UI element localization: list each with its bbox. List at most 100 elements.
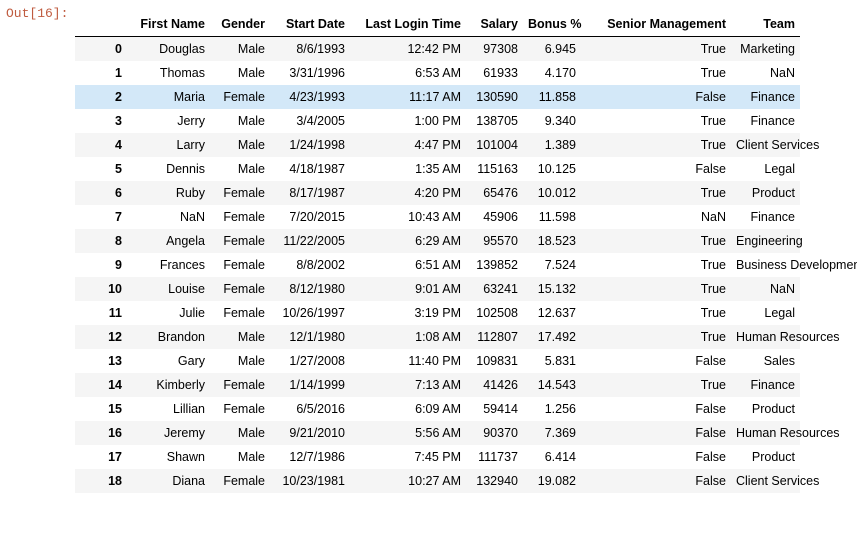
- table-cell: 10.125: [537, 162, 576, 176]
- table-cell: 11.858: [523, 85, 581, 109]
- table-row[interactable]: 15 Lillian Female 6/5/2016 6:09 AM 59414 1.256…: [75, 397, 800, 421]
- table-cell: 59414: [483, 402, 518, 416]
- table-cell: 15.132: [523, 277, 581, 301]
- table-cell: 18.523: [523, 229, 581, 253]
- table-cell: True: [581, 36, 731, 61]
- table-cell: True: [581, 133, 731, 157]
- table-cell: Male: [237, 114, 265, 128]
- table-cell: Male: [210, 421, 270, 445]
- table-cell: False: [581, 421, 731, 445]
- column-header-start-date: Start Date: [270, 14, 350, 37]
- table-row[interactable]: 14 Kimberly Female 1/14/1999 7:13 AM 41426 14.…: [75, 373, 800, 397]
- table-cell: 5:56 AM: [350, 421, 466, 445]
- table-row[interactable]: 13 Gary Male 1/27/2008 11:40 PM 109831 5.831 Fa…: [75, 349, 800, 373]
- table-cell: 1:00 PM: [414, 114, 461, 128]
- table-body: 0 Douglas Male 8/6/1993 12:42 PM 97308 6.945 Tr…: [75, 36, 857, 493]
- column-header-last-login-time: Last Login Time: [350, 14, 466, 37]
- table-cell: 10/23/1981: [270, 469, 350, 493]
- table-cell: Client Services: [731, 469, 819, 493]
- column-header-team: Team: [731, 14, 800, 37]
- table-cell: Female: [223, 306, 265, 320]
- table-row[interactable]: 10 Louise Female 8/12/1980 9:01 AM 63241 15.13…: [75, 277, 800, 301]
- row-index-cell: 5: [115, 162, 122, 176]
- row-index-cell: 0: [75, 36, 127, 61]
- table-cell: Female: [223, 402, 265, 416]
- table-row[interactable]: 18 Diana Female 10/23/1981 10:27 AM 132940 19.…: [75, 469, 819, 493]
- table-cell: Ruby: [127, 181, 210, 205]
- table-cell: Male: [210, 36, 270, 61]
- table-cell: Male: [237, 162, 265, 176]
- table-cell: 10:43 AM: [408, 210, 461, 224]
- table-cell: 1/24/1998: [270, 133, 350, 157]
- table-cell: Female: [223, 258, 265, 272]
- row-index-cell: 18: [75, 469, 127, 493]
- table-row[interactable]: 12 Brandon Male 12/1/1980 1:08 AM 112807 17.49…: [75, 325, 840, 349]
- row-index-cell: 12: [75, 325, 127, 349]
- table-row[interactable]: 2 Maria Female 4/23/1993 11:17 AM 130590 11.85…: [75, 85, 800, 109]
- table-cell: Business Development: [736, 258, 857, 272]
- table-cell: Product: [751, 402, 795, 416]
- table-cell: 41426: [466, 373, 523, 397]
- table-cell: 95570: [466, 229, 523, 253]
- table-cell: 139852: [476, 258, 518, 272]
- row-index-cell: 8: [75, 229, 127, 253]
- row-index-cell: 17: [108, 450, 122, 464]
- table-row[interactable]: 7 NaN Female 7/20/2015 10:43 AM 45906 11.598 Na…: [75, 205, 800, 229]
- table-cell: 19.082: [523, 469, 581, 493]
- column-header-senior-management: Senior Management: [581, 14, 731, 37]
- table-cell: Male: [210, 325, 270, 349]
- table-cell: 138705: [476, 114, 518, 128]
- table-cell: 3:19 PM: [414, 306, 461, 320]
- table-cell: True: [700, 306, 726, 320]
- table-cell: 12.637: [537, 306, 576, 320]
- table-cell: False: [581, 85, 731, 109]
- table-row[interactable]: 9 Frances Female 8/8/2002 6:51 AM 139852 7.524…: [75, 253, 857, 277]
- column-header-first-name: First Name: [127, 14, 210, 37]
- table-row[interactable]: 0 Douglas Male 8/6/1993 12:42 PM 97308 6.945 Tr…: [75, 36, 800, 61]
- table-cell: 112807: [466, 325, 523, 349]
- table-row[interactable]: 16 Jeremy Male 9/21/2010 5:56 AM 90370 7.369 Fa…: [75, 421, 840, 445]
- table-cell: Male: [237, 66, 265, 80]
- table-cell: 6:29 AM: [350, 229, 466, 253]
- table-cell: Client Services: [731, 133, 819, 157]
- table-cell: 4:20 PM: [350, 181, 466, 205]
- row-index-cell: 14: [75, 373, 127, 397]
- table-row[interactable]: 17 Shawn Male 12/7/1986 7:45 PM 111737 6.414 Fa…: [75, 445, 800, 469]
- table-row[interactable]: 6 Ruby Female 8/17/1987 4:20 PM 65476 10.012 Tr…: [75, 181, 800, 205]
- table-cell: 63241: [466, 277, 523, 301]
- table-cell: 8/6/1993: [270, 36, 350, 61]
- table-cell: False: [695, 354, 726, 368]
- table-row[interactable]: 5 Dennis Male 4/18/1987 1:35 AM 115163 10.125 F…: [75, 157, 800, 181]
- table-cell: 6:53 AM: [415, 66, 461, 80]
- table-cell: 9:01 AM: [350, 277, 466, 301]
- table-cell: Finance: [750, 114, 795, 128]
- table-cell: 111737: [478, 450, 518, 464]
- table-cell: 109831: [476, 354, 518, 368]
- table-cell: 7:45 PM: [414, 450, 461, 464]
- table-cell: 4/23/1993: [270, 85, 350, 109]
- table-cell: Male: [210, 133, 270, 157]
- table-cell: Finance: [731, 85, 800, 109]
- table-header: First Name Gender Start Date Last Login Tim…: [75, 14, 800, 37]
- table-cell: Brandon: [127, 325, 210, 349]
- table-row[interactable]: 3 Jerry Male 3/4/2005 1:00 PM 138705 9.340 True…: [75, 109, 800, 133]
- table-cell: 8/17/1987: [270, 181, 350, 205]
- table-row[interactable]: 1 Thomas Male 3/31/1996 6:53 AM 61933 4.170 Tru…: [75, 61, 800, 85]
- table-cell: 7/20/2015: [289, 210, 345, 224]
- table-row[interactable]: 8 Angela Female 11/22/2005 6:29 AM 95570 18.52…: [75, 229, 803, 253]
- table-row[interactable]: 11 Julie Female 10/26/1997 3:19 PM 102508 12.6…: [75, 301, 800, 325]
- table-cell: Female: [210, 181, 270, 205]
- table-cell: Gary: [177, 354, 205, 368]
- table-cell: True: [581, 373, 731, 397]
- table-cell: 6:51 AM: [415, 258, 461, 272]
- table-row[interactable]: 4 Larry Male 1/24/1998 4:47 PM 101004 1.389 Tru…: [75, 133, 819, 157]
- table-cell: 65476: [466, 181, 523, 205]
- row-index-cell: 15: [108, 402, 122, 416]
- table-cell: True: [581, 229, 731, 253]
- row-index-cell: 6: [75, 181, 127, 205]
- table-cell: Julie: [179, 306, 205, 320]
- dataframe-output-area: First Name Gender Start Date Last Login Tim…: [75, 14, 857, 493]
- row-index-cell: 10: [75, 277, 127, 301]
- row-index-cell: 4: [75, 133, 127, 157]
- table-cell: 6.414: [544, 450, 576, 464]
